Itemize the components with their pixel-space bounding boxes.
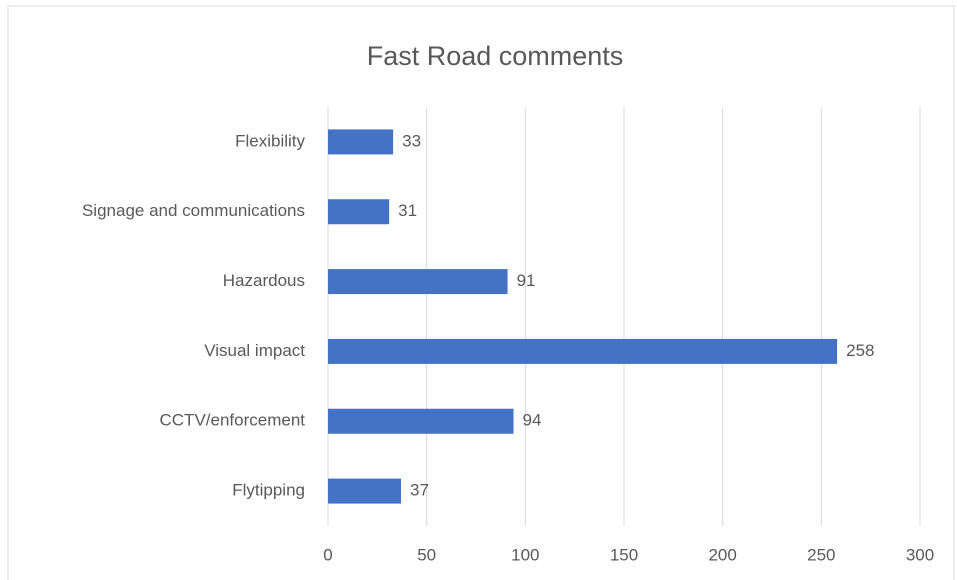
bar [328,338,838,364]
data-label: 94 [522,411,541,430]
y-tick-label: Visual impact [204,341,305,360]
x-tick-label: 50 [417,545,436,564]
y-tick-label: Signage and communications [82,201,305,220]
y-tick-label: CCTV/enforcement [160,411,306,430]
data-label: 91 [517,271,536,290]
data-label: 258 [846,341,874,360]
bar [328,408,514,434]
y-tick-label: Flexibility [235,131,305,150]
x-tick-label: 250 [807,545,835,564]
data-label: 37 [410,481,429,500]
x-tick-label: 0 [323,545,332,564]
bar [328,269,508,295]
bar [328,129,394,155]
bar [328,478,402,504]
x-tick-label: 300 [906,545,934,564]
x-tick-label: 200 [708,545,736,564]
x-tick-label: 150 [610,545,638,564]
data-label: 31 [398,201,417,220]
chart-title: Fast Road comments [367,41,624,71]
data-label: 33 [402,131,421,150]
y-tick-label: Flytipping [232,481,305,500]
x-tick-label: 100 [511,545,539,564]
y-tick-label: Hazardous [223,271,305,290]
bar [328,199,390,225]
